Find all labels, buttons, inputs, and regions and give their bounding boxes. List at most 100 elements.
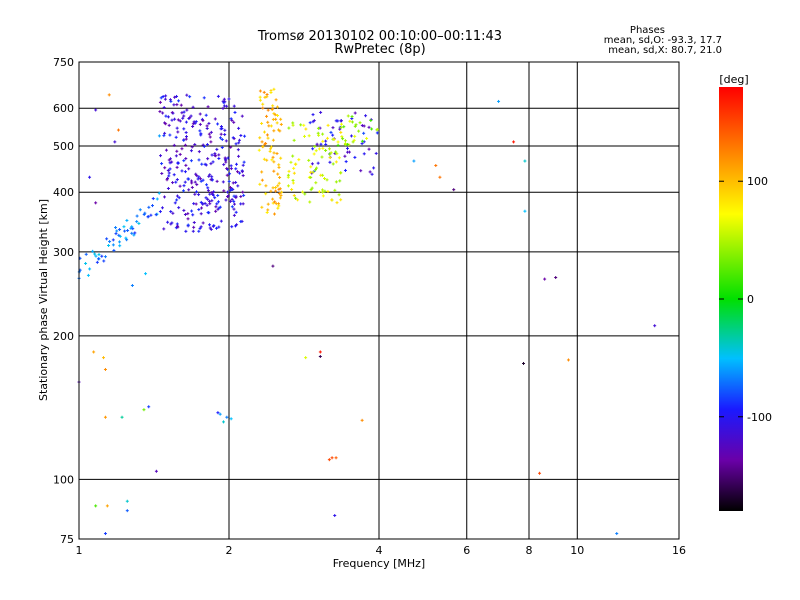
data-points (77, 87, 657, 536)
data-point (227, 179, 231, 183)
x-tick-label: 10 (570, 544, 584, 557)
data-point (199, 225, 203, 229)
data-point (182, 110, 186, 114)
data-point (317, 133, 321, 137)
data-point (142, 408, 146, 412)
data-point (315, 166, 319, 170)
data-point (192, 221, 196, 225)
data-point (187, 177, 191, 181)
data-point (175, 224, 179, 228)
data-point (216, 411, 220, 415)
data-point (276, 184, 280, 188)
data-point (279, 193, 283, 197)
data-point (188, 95, 192, 99)
data-point (147, 405, 151, 409)
data-point (324, 143, 328, 147)
data-point (339, 171, 343, 175)
data-point (222, 97, 226, 101)
data-point (236, 148, 240, 152)
data-point (193, 192, 197, 196)
data-point (123, 229, 127, 233)
data-point (97, 253, 101, 257)
data-point (339, 198, 343, 202)
data-point (260, 121, 264, 125)
data-point (125, 238, 129, 242)
phase-info-heading: Phases (630, 25, 665, 36)
data-point (331, 133, 335, 137)
data-point (191, 105, 195, 109)
data-point (334, 160, 338, 164)
data-point (104, 255, 108, 259)
data-point (198, 226, 202, 230)
data-point (289, 160, 293, 164)
data-point (271, 264, 275, 268)
data-point (229, 164, 233, 168)
data-point (229, 199, 233, 203)
data-point (168, 167, 172, 171)
data-point (280, 190, 284, 194)
data-point (218, 205, 222, 209)
data-point (262, 157, 266, 161)
data-point (175, 103, 179, 107)
data-point (321, 132, 325, 136)
data-point (232, 104, 236, 108)
data-point (257, 148, 261, 152)
data-point (241, 174, 245, 178)
data-point (111, 243, 115, 247)
data-point (321, 194, 325, 198)
data-point (225, 415, 229, 419)
data-point (92, 350, 96, 354)
data-point (325, 178, 329, 182)
y-axis-label: Stationary phase Virtual Height [km] (37, 199, 50, 401)
data-point (236, 170, 240, 174)
data-point (181, 116, 185, 120)
data-point (226, 190, 230, 194)
data-point (163, 97, 167, 101)
data-point (167, 171, 171, 175)
data-point (275, 121, 279, 125)
data-point (138, 208, 142, 212)
data-point (230, 225, 234, 229)
data-point (272, 160, 276, 164)
data-point (180, 111, 184, 115)
data-point (258, 136, 262, 140)
data-point (192, 225, 196, 229)
data-point (234, 210, 238, 214)
data-point (158, 210, 162, 214)
data-point (271, 155, 275, 159)
data-point (166, 186, 170, 190)
data-point (183, 180, 187, 184)
plot-frame (78, 61, 680, 540)
data-point (206, 157, 210, 161)
data-point (189, 149, 193, 153)
data-point (240, 170, 244, 174)
data-point (308, 200, 312, 204)
data-point (118, 244, 122, 248)
data-point (271, 186, 275, 190)
data-point (201, 178, 205, 182)
data-point (260, 140, 264, 144)
data-point (173, 95, 177, 99)
data-point (182, 184, 186, 188)
data-point (325, 136, 329, 140)
data-point (362, 140, 366, 144)
data-point (274, 186, 278, 190)
data-point (273, 113, 277, 117)
data-point (170, 111, 174, 115)
data-point (321, 190, 325, 194)
data-point (174, 180, 178, 184)
data-point (341, 137, 345, 141)
data-point (267, 124, 271, 128)
data-point (208, 202, 212, 206)
data-point (191, 213, 195, 217)
data-point (197, 229, 201, 233)
data-point (177, 99, 181, 103)
data-point (199, 212, 203, 216)
data-point (293, 162, 297, 166)
data-point (167, 174, 171, 178)
data-point (184, 163, 188, 167)
data-point (154, 213, 158, 217)
data-point (231, 181, 235, 185)
data-point (362, 124, 366, 128)
data-point (334, 180, 338, 184)
